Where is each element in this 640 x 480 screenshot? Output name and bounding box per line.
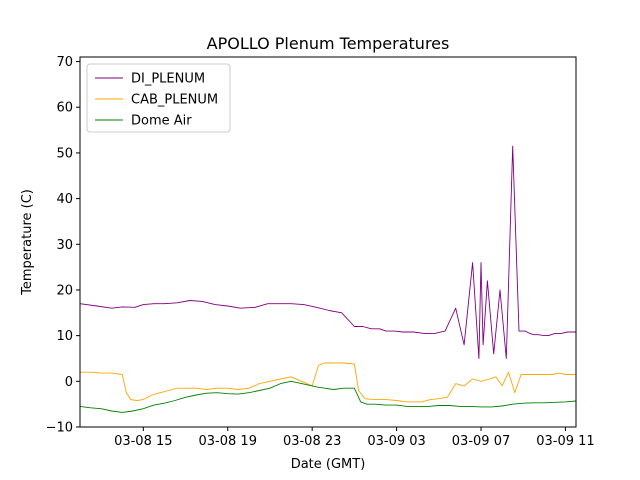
legend-label: CAB_PLENUM	[131, 93, 218, 108]
x-axis-label: Date (GMT)	[291, 457, 366, 472]
series-line-cab-plenum	[80, 362, 576, 403]
legend-box	[86, 63, 231, 133]
x-tick-label: 03-08 23	[283, 434, 341, 449]
plot-border	[79, 56, 577, 428]
y-tick-label: 60	[56, 101, 73, 116]
legend-label: Dome Air	[131, 114, 192, 129]
y-tick-label: 0	[65, 375, 73, 390]
y-tick-label: 30	[56, 238, 73, 253]
y-tick-label: 50	[56, 146, 73, 161]
series-line-di-plenum	[80, 145, 576, 359]
series-layer	[80, 145, 576, 413]
x-axis-ticks: 03-08 15 03-08 19 03-08 23 03-09 03 03-09 07…	[114, 427, 595, 449]
series-line-dome-air	[80, 380, 576, 413]
x-tick-label: 03-09 07	[452, 434, 510, 449]
x-tick-label: 03-09 11	[536, 434, 594, 449]
x-tick-label: 03-09 03	[367, 434, 425, 449]
legend-label: DI_PLENUM	[131, 72, 205, 87]
chart-title: APOLLO Plenum Temperatures	[207, 34, 450, 53]
y-tick-label: 20	[56, 283, 73, 298]
y-tick-label: 40	[56, 192, 73, 207]
legend: DI_PLENUM CAB_PLENUM Dome Air	[86, 63, 231, 133]
y-tick-label: −10	[46, 421, 73, 436]
x-tick-label: 03-08 15	[114, 434, 172, 449]
y-tick-label: 70	[56, 55, 73, 70]
y-axis-label: Temperature (C)	[20, 189, 35, 296]
y-tick-label: 10	[56, 329, 73, 344]
x-tick-label: 03-08 19	[199, 434, 257, 449]
y-axis-ticks: −10 0 10 20 30 40 50 60 70	[46, 55, 80, 436]
